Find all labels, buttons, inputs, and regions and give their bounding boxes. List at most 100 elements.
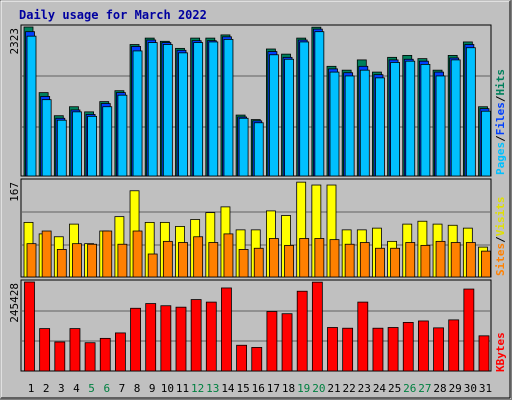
- kbytes-bar-day-28: [433, 327, 444, 372]
- kbytes-bar-day-3: [54, 341, 66, 372]
- pages-bar-day-4: [72, 111, 82, 177]
- kbytes-bar-day-30: [463, 288, 475, 372]
- kbytes-bar-day-27: [417, 320, 429, 372]
- pages-bar-day-14: [223, 38, 234, 177]
- day-label-12: 12: [191, 382, 204, 395]
- day-label-11: 11: [176, 382, 189, 395]
- kbytes-bar-day-26: [402, 322, 414, 372]
- kbytes-bar-day-15: [236, 344, 248, 372]
- day-label-30: 30: [464, 382, 477, 395]
- sites-bar-day-23: [359, 242, 370, 278]
- pages-bar-day-15: [238, 117, 249, 177]
- day-label-4: 4: [73, 382, 80, 395]
- sites-bar-day-8: [132, 230, 143, 278]
- kbytes-bar-day-19: [296, 290, 308, 372]
- pages-bar-day-16: [253, 122, 264, 177]
- kbytes-bar-day-9: [145, 303, 157, 372]
- y-max-label-hits: 2323: [8, 28, 21, 55]
- sites-bar-day-19: [299, 238, 310, 278]
- day-label-9: 9: [149, 382, 156, 395]
- legend-hits-panel: Pages/Files/Hits: [494, 69, 507, 175]
- day-label-8: 8: [134, 382, 141, 395]
- sites-bar-day-17: [268, 238, 279, 278]
- sites-bar-day-26: [405, 242, 416, 278]
- legend-sep-2: /: [494, 95, 507, 102]
- kbytes-bar-day-2: [39, 328, 51, 372]
- pages-bar-day-13: [208, 41, 219, 177]
- kbytes-bar-day-18: [281, 313, 293, 372]
- kbytes-bar-day-23: [357, 301, 369, 372]
- kbytes-bar-day-16: [251, 347, 263, 372]
- sites-bar-day-30: [465, 242, 476, 278]
- kbytes-bar-day-13: [205, 301, 217, 372]
- day-label-26: 26: [403, 382, 416, 395]
- sites-bar-day-22: [344, 243, 355, 278]
- kbytes-bar-day-14: [221, 287, 232, 372]
- kbytes-bar-day-10: [160, 305, 172, 372]
- pages-bar-day-1: [26, 35, 37, 177]
- day-label-24: 24: [373, 382, 387, 395]
- day-label-10: 10: [161, 382, 174, 395]
- day-label-7: 7: [119, 382, 126, 395]
- pages-bar-day-24: [375, 77, 385, 177]
- day-labels: 1 2 3 4 5 6 7 8 9 10 11 12 13 14 15 16 17 18 19 20 21 22 23 24 2…: [28, 382, 492, 395]
- sites-bar-day-16: [253, 247, 264, 278]
- day-label-31: 31: [479, 382, 492, 395]
- sites-bar-day-5: [87, 243, 97, 278]
- day-label-6: 6: [103, 382, 110, 395]
- day-label-21: 21: [327, 382, 340, 395]
- day-label-1: 1: [28, 382, 35, 395]
- legend-files: Files: [494, 102, 507, 135]
- kbytes-bar-day-20: [311, 281, 323, 372]
- pages-bar-day-28: [435, 75, 446, 177]
- day-label-2: 2: [43, 382, 50, 395]
- pages-bar-day-26: [405, 60, 416, 177]
- day-label-3: 3: [58, 382, 65, 395]
- day-label-29: 29: [449, 382, 462, 395]
- sites-bar-day-10: [162, 240, 173, 278]
- day-label-15: 15: [236, 382, 249, 395]
- sites-bar-day-6: [102, 230, 113, 278]
- legend-sep-1: /: [494, 135, 507, 142]
- sites-bar-day-12: [193, 236, 204, 278]
- pages-bar-day-29: [450, 59, 461, 177]
- kbytes-bar-day-5: [84, 342, 96, 372]
- sites-bar-day-7: [117, 243, 128, 278]
- kbytes-bar-day-8: [130, 307, 141, 372]
- sites-bar-day-25: [390, 247, 401, 278]
- sites-bar-day-21: [329, 239, 340, 278]
- sites-bar-day-14: [223, 233, 234, 278]
- pages-bar-day-7: [117, 94, 128, 177]
- day-label-25: 25: [388, 382, 401, 395]
- legend-visits: Visits: [494, 197, 507, 237]
- pages-bar-day-30: [465, 47, 476, 177]
- kbytes-bar-day-6: [99, 337, 111, 372]
- pages-bar-day-8: [132, 50, 143, 177]
- pages-bar-day-21: [329, 71, 340, 177]
- pages-bar-day-10: [162, 44, 173, 177]
- day-label-5: 5: [88, 382, 95, 395]
- legend-visits-panel: Sites/Visits: [494, 197, 507, 277]
- sites-bar-day-2: [41, 230, 52, 278]
- sites-bar-day-24: [375, 247, 385, 278]
- pages-bar-day-9: [147, 42, 158, 177]
- bars: [23, 26, 491, 372]
- day-label-17: 17: [267, 382, 280, 395]
- day-label-22: 22: [343, 382, 356, 395]
- kbytes-bar-day-11: [175, 306, 187, 372]
- pages-bar-day-23: [359, 69, 370, 177]
- day-label-28: 28: [433, 382, 446, 395]
- sites-bar-day-28: [435, 240, 446, 278]
- pages-bar-day-20: [314, 31, 325, 177]
- kbytes-bar-day-24: [372, 327, 384, 372]
- pages-bar-day-3: [56, 119, 67, 177]
- pages-bar-day-27: [420, 63, 431, 177]
- pages-bar-day-2: [41, 99, 52, 177]
- kbytes-bar-day-1: [24, 281, 35, 372]
- sites-bar-day-4: [72, 243, 82, 278]
- pages-bar-day-12: [193, 42, 204, 177]
- sites-bar-day-9: [147, 253, 158, 278]
- pages-bar-day-6: [102, 106, 113, 177]
- sites-bar-day-18: [284, 244, 294, 278]
- kbytes-bar-day-22: [342, 327, 354, 372]
